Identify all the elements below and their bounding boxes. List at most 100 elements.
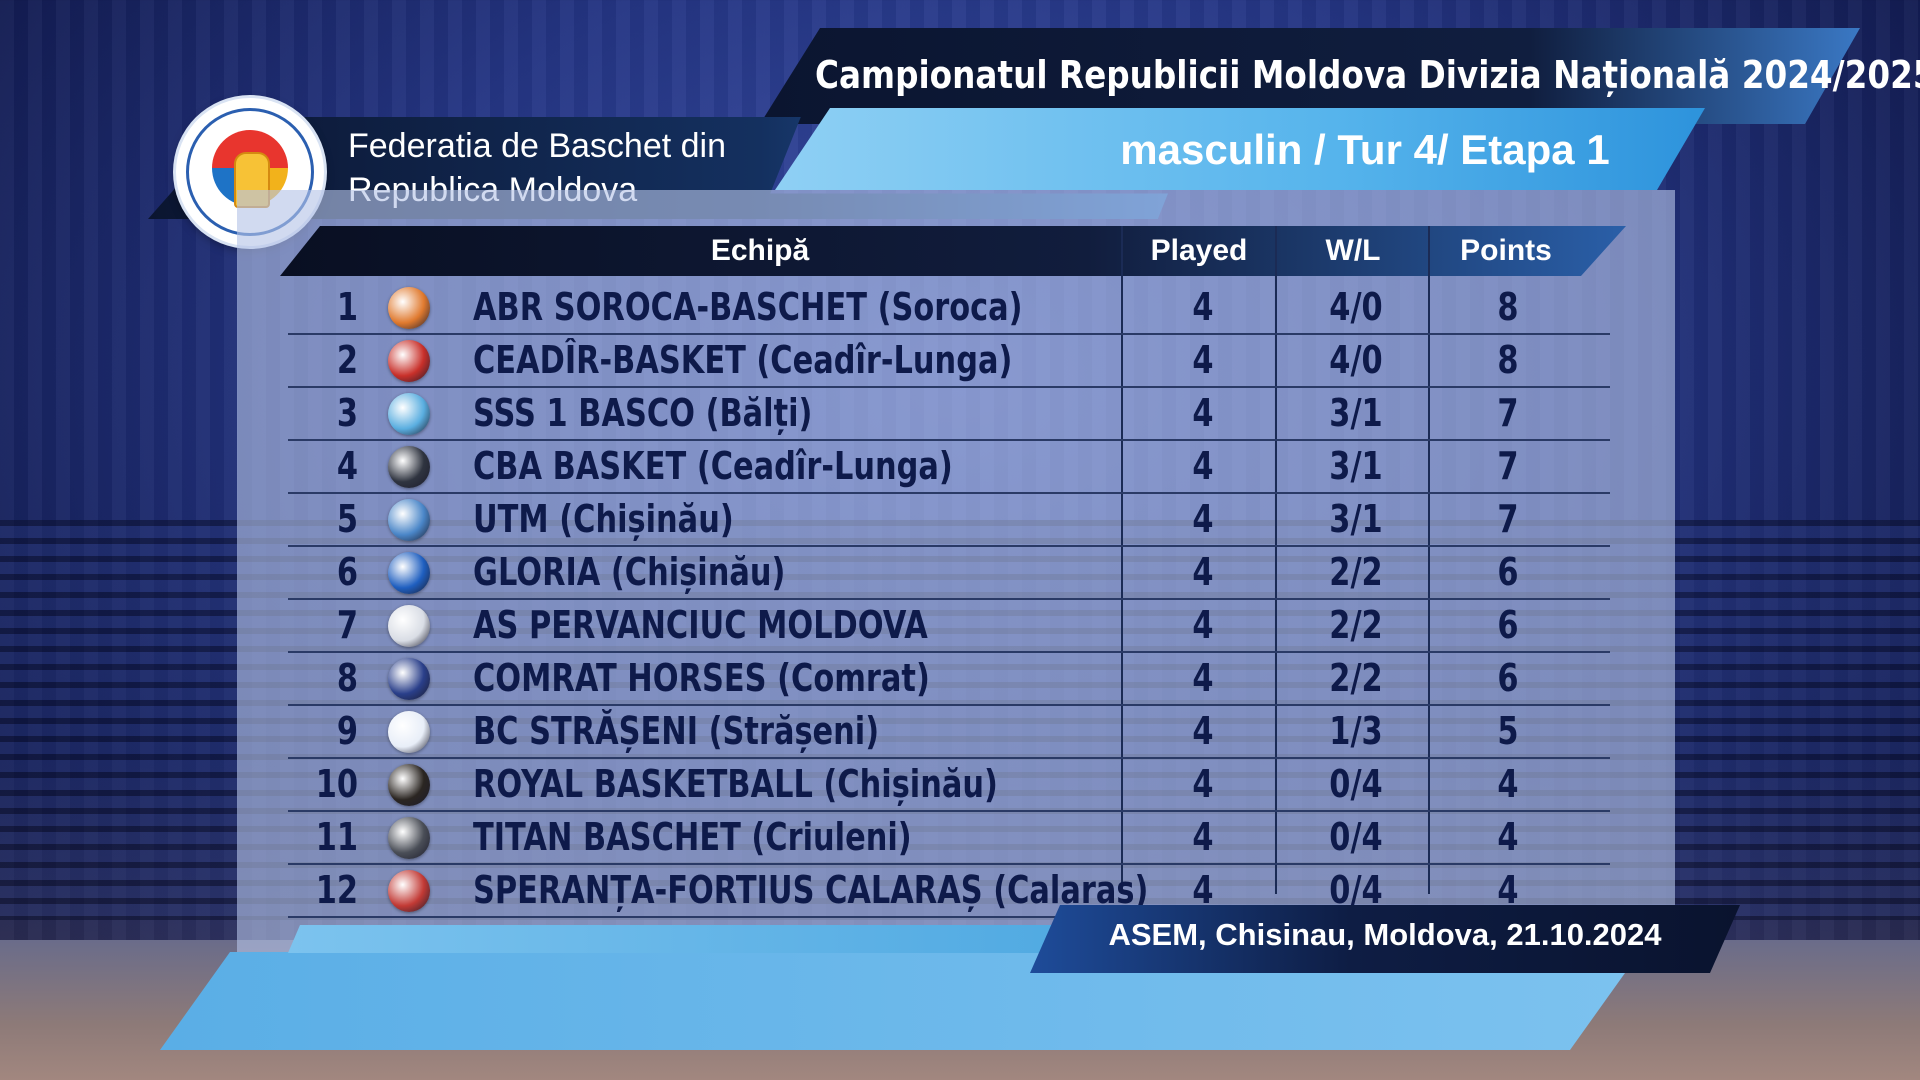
win-loss: 3/1 xyxy=(1329,444,1383,488)
team-points: 4 xyxy=(1497,762,1519,806)
team-logo-icon xyxy=(388,605,430,647)
win-loss: 3/1 xyxy=(1329,497,1383,541)
team-logo-icon xyxy=(388,499,430,541)
table-row: 6 GLORIA (Chișinău) 4 2/2 6 xyxy=(288,547,1610,600)
team-points: 4 xyxy=(1497,815,1519,859)
win-loss: 1/3 xyxy=(1329,709,1383,753)
footer-banner xyxy=(1030,905,1740,973)
team-points: 6 xyxy=(1497,550,1519,594)
team-rank: 10 xyxy=(315,762,358,806)
table-row: 4 CBA BASKET (Ceadîr-Lunga) 4 3/1 7 xyxy=(288,441,1610,494)
team-rank: 8 xyxy=(336,656,358,700)
team-name: CEADÎR-BASKET (Ceadîr-Lunga) xyxy=(473,338,1013,382)
games-played: 4 xyxy=(1192,762,1214,806)
team-rank: 9 xyxy=(336,709,358,753)
column-header-team: Echipă xyxy=(710,234,810,267)
column-divider xyxy=(1121,226,1123,894)
team-name: TITAN BASCHET (Criuleni) xyxy=(473,815,912,859)
games-played: 4 xyxy=(1192,285,1214,329)
column-divider xyxy=(1275,226,1277,894)
win-loss: 2/2 xyxy=(1329,656,1383,700)
team-name: AS PERVANCIUC MOLDOVA xyxy=(473,603,928,647)
team-logo-icon xyxy=(388,287,430,329)
team-name: CBA BASKET (Ceadîr-Lunga) xyxy=(473,444,953,488)
table-row: 8 COMRAT HORSES (Comrat) 4 2/2 6 xyxy=(288,653,1610,706)
team-points: 8 xyxy=(1497,285,1519,329)
team-points: 7 xyxy=(1497,391,1519,435)
round-subtitle: masculin / Tur 4/ Etapa 1 xyxy=(1120,126,1610,173)
games-played: 4 xyxy=(1192,656,1214,700)
team-logo-icon xyxy=(388,658,430,700)
team-logo-icon xyxy=(388,393,430,435)
games-played: 4 xyxy=(1192,550,1214,594)
team-rank: 7 xyxy=(336,603,358,647)
team-points: 8 xyxy=(1497,338,1519,382)
games-played: 4 xyxy=(1192,709,1214,753)
team-logo-icon xyxy=(388,446,430,488)
table-row: 1 ABR SOROCA-BASCHET (Soroca) 4 4/0 8 xyxy=(288,282,1610,335)
games-played: 4 xyxy=(1192,391,1214,435)
games-played: 4 xyxy=(1192,338,1214,382)
team-rank: 11 xyxy=(315,815,358,859)
win-loss: 0/4 xyxy=(1329,815,1383,859)
team-rank: 6 xyxy=(336,550,358,594)
games-played: 4 xyxy=(1192,868,1214,912)
games-played: 4 xyxy=(1192,497,1214,541)
team-name: SSS 1 BASCO (Bălți) xyxy=(473,391,813,435)
team-logo-icon xyxy=(388,552,430,594)
games-played: 4 xyxy=(1192,603,1214,647)
footer-accent-bar xyxy=(288,925,1188,953)
win-loss: 0/4 xyxy=(1329,868,1383,912)
table-row: 12 SPERANȚA-FORTIUS CALARAȘ (Calaraș) 4 0/4… xyxy=(288,865,1610,918)
team-logo-icon xyxy=(388,340,430,382)
team-points: 5 xyxy=(1497,709,1519,753)
team-rank: 1 xyxy=(336,285,358,329)
table-row: 3 SSS 1 BASCO (Bălți) 4 3/1 7 xyxy=(288,388,1610,441)
team-points: 6 xyxy=(1497,656,1519,700)
table-row: 7 AS PERVANCIUC MOLDOVA 4 2/2 6 xyxy=(288,600,1610,653)
win-loss: 2/2 xyxy=(1329,550,1383,594)
table-row: 5 UTM (Chișinău) 4 3/1 7 xyxy=(288,494,1610,547)
team-name: ROYAL BASKETBALL (Chișinău) xyxy=(473,762,998,806)
team-points: 7 xyxy=(1497,497,1519,541)
table-row: 9 BC STRĂȘENI (Strășeni) 4 1/3 5 xyxy=(288,706,1610,759)
team-name: SPERANȚA-FORTIUS CALARAȘ (Calaraș) xyxy=(473,868,1149,912)
team-rank: 3 xyxy=(336,391,358,435)
championship-title: Campionatul Republicii Moldova Divizia N… xyxy=(815,53,1920,97)
team-logo-icon xyxy=(388,870,430,912)
team-points: 4 xyxy=(1497,868,1519,912)
team-points: 7 xyxy=(1497,444,1519,488)
win-loss: 0/4 xyxy=(1329,762,1383,806)
win-loss: 2/2 xyxy=(1329,603,1383,647)
column-header-wl: W/L xyxy=(1325,234,1381,267)
team-rank: 12 xyxy=(315,868,358,912)
team-name: GLORIA (Chișinău) xyxy=(473,550,786,594)
team-name: ABR SOROCA-BASCHET (Soroca) xyxy=(473,285,1023,329)
team-name: UTM (Chișinău) xyxy=(473,497,734,541)
table-row: 2 CEADÎR-BASKET (Ceadîr-Lunga) 4 4/0 8 xyxy=(288,335,1610,388)
column-divider xyxy=(1428,226,1430,894)
table-row: 11 TITAN BASCHET (Criuleni) 4 0/4 4 xyxy=(288,812,1610,865)
subtitle-banner xyxy=(775,108,1705,190)
games-played: 4 xyxy=(1192,815,1214,859)
win-loss: 3/1 xyxy=(1329,391,1383,435)
win-loss: 4/0 xyxy=(1329,285,1383,329)
column-header-points: Points xyxy=(1460,234,1552,267)
team-rank: 2 xyxy=(336,338,358,382)
column-header-played: Played xyxy=(1150,234,1248,267)
venue-date: ASEM, Chisinau, Moldova, 21.10.2024 xyxy=(1108,917,1662,952)
team-points: 6 xyxy=(1497,603,1519,647)
team-logo-icon xyxy=(388,711,430,753)
team-name: BC STRĂȘENI (Strășeni) xyxy=(473,709,880,753)
games-played: 4 xyxy=(1192,444,1214,488)
team-rank: 5 xyxy=(336,497,358,541)
team-logo-icon xyxy=(388,817,430,859)
team-rank: 4 xyxy=(336,444,358,488)
team-logo-icon xyxy=(388,764,430,806)
win-loss: 4/0 xyxy=(1329,338,1383,382)
standings-table: 1 ABR SOROCA-BASCHET (Soroca) 4 4/0 8 2 CEADÎR… xyxy=(288,282,1610,918)
team-name: COMRAT HORSES (Comrat) xyxy=(473,656,930,700)
table-row: 10 ROYAL BASKETBALL (Chișinău) 4 0/4 4 xyxy=(288,759,1610,812)
federation-name-line-1: Federatia de Baschet din xyxy=(348,127,727,165)
standings-panel xyxy=(237,190,1675,952)
